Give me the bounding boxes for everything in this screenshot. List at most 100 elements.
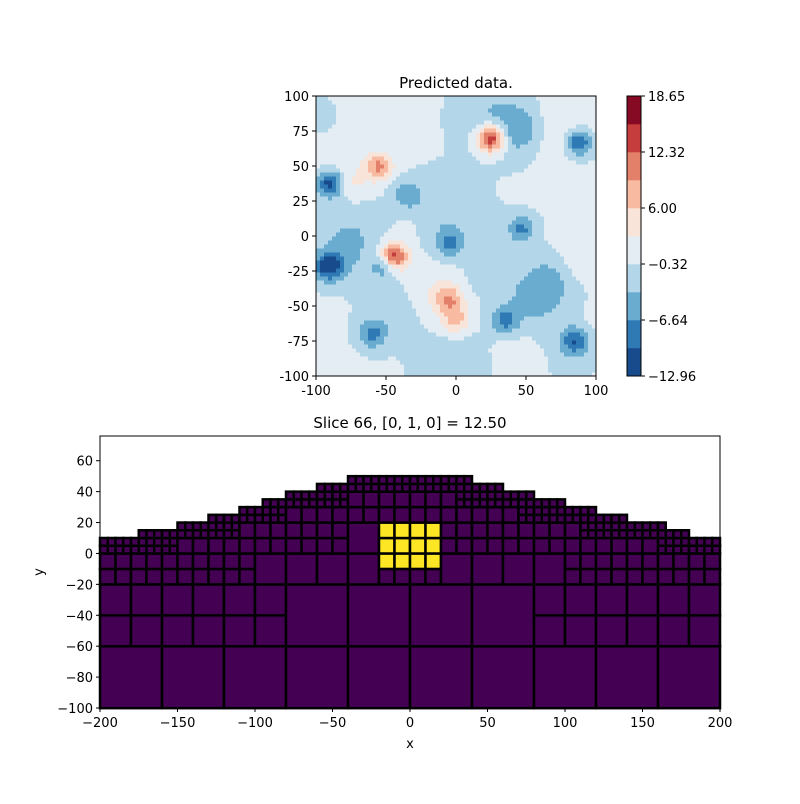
contour-cell: [364, 96, 369, 101]
contour-cell: [568, 100, 573, 105]
contour-cell: [552, 284, 557, 289]
contour-cell: [520, 304, 525, 309]
contour-cell: [392, 316, 397, 321]
contour-cell: [432, 124, 437, 129]
contour-cell: [496, 168, 501, 173]
contour-cell: [436, 252, 441, 257]
contour-cell: [492, 340, 497, 345]
contour-cell: [340, 112, 345, 117]
contour-cell: [376, 164, 381, 169]
contour-cell: [360, 356, 365, 361]
contour-cell: [324, 200, 329, 205]
contour-cell: [536, 316, 541, 321]
contour-cell: [360, 292, 365, 297]
contour-cell: [328, 320, 333, 325]
contour-cell: [540, 108, 545, 113]
contour-cell: [364, 352, 369, 357]
contour-cell: [548, 216, 553, 221]
contour-cell: [512, 196, 517, 201]
contour-cell: [588, 344, 593, 349]
contour-cell: [388, 116, 393, 121]
contour-cell: [320, 240, 325, 245]
contour-cell: [472, 368, 477, 373]
contour-cell: [416, 332, 421, 337]
contour-cell: [580, 224, 585, 229]
contour-cell: [344, 332, 349, 337]
contour-cell: [440, 116, 445, 121]
contour-cell: [372, 308, 377, 313]
contour-cell: [376, 124, 381, 129]
contour-cell: [372, 280, 377, 285]
contour-cell: [572, 128, 577, 133]
contour-cell: [564, 348, 569, 353]
contour-cell: [456, 168, 461, 173]
contour-cell: [548, 316, 553, 321]
contour-cell: [372, 300, 377, 305]
contour-cell: [472, 148, 477, 153]
contour-cell: [408, 332, 413, 337]
contour-cell: [380, 364, 385, 369]
contour-cell: [372, 272, 377, 277]
contour-cell: [480, 152, 485, 157]
contour-cell: [552, 320, 557, 325]
contour-cell: [548, 228, 553, 233]
contour-cell: [416, 328, 421, 333]
contour-cell: [528, 140, 533, 145]
contour-cell: [372, 364, 377, 369]
contour-cell: [344, 340, 349, 345]
contour-cell: [500, 192, 505, 197]
contour-cell: [432, 300, 437, 305]
contour-cell: [336, 200, 341, 205]
contour-cell: [416, 360, 421, 365]
contour-cell: [364, 260, 369, 265]
contour-cell: [484, 164, 489, 169]
contour-cell: [420, 184, 425, 189]
contour-cell: [372, 340, 377, 345]
contour-cell: [512, 248, 517, 253]
contour-cell: [396, 192, 401, 197]
contour-cell: [464, 336, 469, 341]
contour-cell: [316, 180, 321, 185]
contour-cell: [488, 288, 493, 293]
contour-cell: [420, 128, 425, 133]
contour-cell: [512, 364, 517, 369]
contour-cell: [396, 284, 401, 289]
contour-cell: [332, 204, 337, 209]
contour-cell: [456, 316, 461, 321]
contour-cell: [332, 292, 337, 297]
contour-cell: [408, 196, 413, 201]
contour-cell: [412, 236, 417, 241]
contour-cell: [516, 276, 521, 281]
contour-cell: [444, 116, 449, 121]
contour-cell: [584, 188, 589, 193]
contour-cell: [412, 124, 417, 129]
contour-cell: [396, 320, 401, 325]
contour-cell: [504, 148, 509, 153]
contour-cell: [456, 312, 461, 317]
contour-cell: [532, 128, 537, 133]
contour-cell: [376, 192, 381, 197]
contour-cell: [536, 132, 541, 137]
contour-cell: [572, 164, 577, 169]
contour-cell: [372, 328, 377, 333]
contour-cell: [484, 304, 489, 309]
contour-cell: [448, 156, 453, 161]
contour-cell: [332, 272, 337, 277]
contour-cell: [472, 300, 477, 305]
contour-cell: [372, 96, 377, 101]
contour-cell: [344, 220, 349, 225]
contour-cell: [500, 172, 505, 177]
contour-cell: [488, 168, 493, 173]
contour-cell: [516, 136, 521, 141]
contour-cell: [436, 160, 441, 165]
contour-cell: [564, 248, 569, 253]
contour-cell: [532, 308, 537, 313]
contour-cell: [536, 264, 541, 269]
contour-cell: [584, 144, 589, 149]
contour-cell: [400, 204, 405, 209]
contour-cell: [356, 132, 361, 137]
contour-cell: [356, 152, 361, 157]
contour-cell: [584, 336, 589, 341]
contour-cell: [388, 364, 393, 369]
contour-cell: [456, 300, 461, 305]
